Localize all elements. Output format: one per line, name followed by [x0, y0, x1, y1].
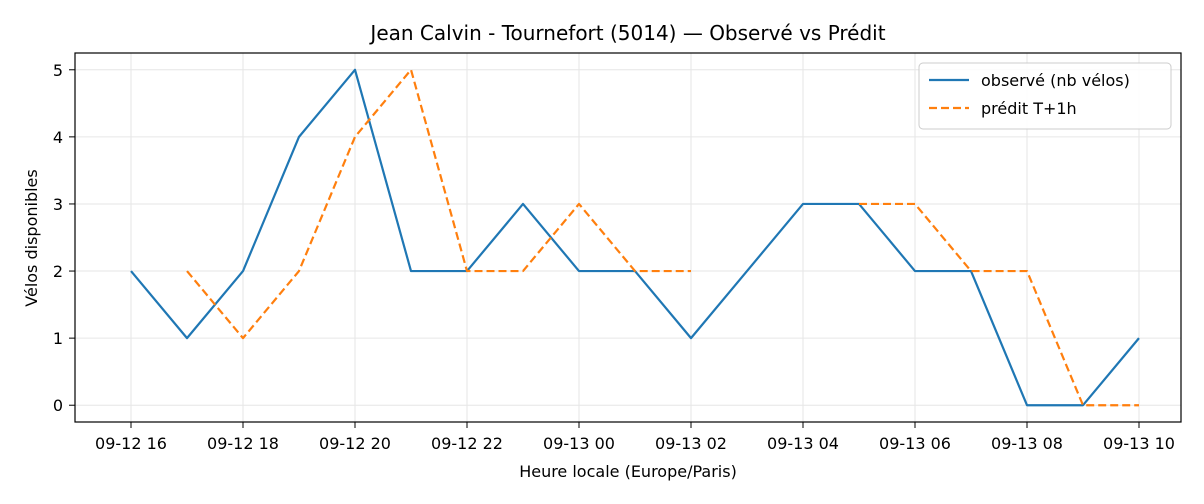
legend-label: prédit T+1h: [981, 99, 1077, 118]
x-axis-title: Heure locale (Europe/Paris): [519, 462, 737, 481]
legend: observé (nb vélos) prédit T+1h: [918, 62, 1172, 130]
x-tick-label: 09-12 20: [319, 434, 391, 453]
x-tick-label: 09-13 00: [543, 434, 615, 453]
chart-title: Jean Calvin - Tournefort (5014) — Observ…: [368, 21, 885, 45]
x-tick-label: 09-13 10: [1103, 434, 1175, 453]
series-line-predicted: [859, 202, 1139, 407]
x-tick-label: 09-12 18: [207, 434, 279, 453]
y-tick-label: 5: [53, 61, 63, 80]
x-tick-label: 09-13 02: [655, 434, 727, 453]
legend-label: observé (nb vélos): [981, 71, 1130, 90]
y-tick-label: 2: [53, 262, 63, 281]
y-tick-label: 0: [53, 396, 63, 415]
x-tick-label: 09-12 16: [95, 434, 167, 453]
x-tick-label: 09-13 06: [879, 434, 951, 453]
y-axis-title: Vélos disponibles: [22, 169, 41, 306]
x-tick-label: 09-13 04: [767, 434, 839, 453]
legend-box: [918, 62, 1172, 130]
series-layer: [130, 68, 1140, 407]
y-tick-label: 4: [53, 128, 63, 147]
y-tick-label: 1: [53, 329, 63, 348]
x-tick-label: 09-12 22: [431, 434, 503, 453]
ticks: 09-12 16 09-12 18 09-12 20 09-12 22 09-13 00…: [53, 61, 1175, 453]
plot-frame: [74, 52, 1182, 423]
y-tick-label: 3: [53, 195, 63, 214]
x-tick-label: 09-13 08: [991, 434, 1063, 453]
